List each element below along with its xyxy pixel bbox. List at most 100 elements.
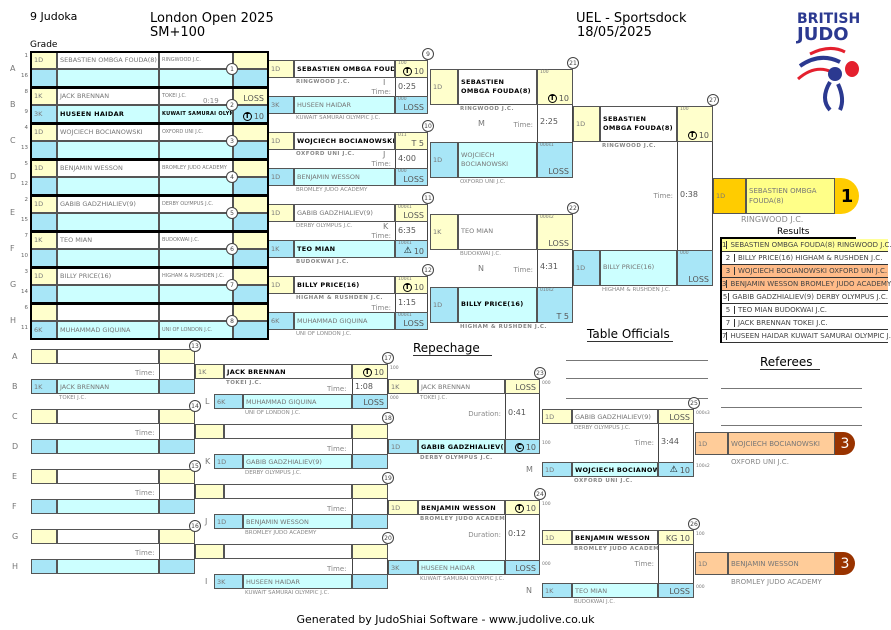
competitor-name[interactable]: HUSEEN HAIDAR <box>294 96 395 114</box>
competitor-name[interactable] <box>57 285 159 303</box>
competitor-name[interactable]: GABIB GADZHIALIEV(9) <box>243 454 352 469</box>
competitor-name[interactable] <box>57 529 159 544</box>
club-name: BUDOKWAI J.C. <box>460 251 502 257</box>
competitor-name[interactable]: MUHAMMAD GIQUINA <box>57 321 159 339</box>
competitor-name[interactable] <box>57 559 159 574</box>
club-cell: HIGHAM & RUSHDEN J.C. <box>159 267 233 285</box>
competitor-name[interactable] <box>57 469 159 484</box>
competitor-name[interactable]: TEO MIAN <box>57 231 159 249</box>
competitor-name[interactable]: BENJAMIN WESSON <box>294 168 395 186</box>
score-cell <box>233 249 268 267</box>
score-cell <box>352 514 388 529</box>
match-number: 13 <box>189 340 201 352</box>
score-code: 100s1 <box>398 241 412 246</box>
tournament-title: London Open 2025 <box>150 11 274 26</box>
competitor-name[interactable]: JACK BRENNAN <box>57 379 159 394</box>
competitor-name[interactable] <box>57 349 159 364</box>
competitor-name[interactable]: HUSEEN HAIDAR <box>57 105 159 123</box>
competitor-name[interactable]: JACK BRENNAN <box>418 379 505 394</box>
competitor-name[interactable]: BENJAMIN WESSON <box>572 530 658 545</box>
grade-cell <box>31 249 57 267</box>
competitor-name[interactable] <box>57 409 159 424</box>
score-cell: LOSS <box>395 204 428 222</box>
competitor-name[interactable]: BILLY PRICE(16) <box>294 276 395 294</box>
competitor-name[interactable]: TEO MIAN <box>294 240 395 258</box>
grade-cell: 1K <box>31 87 57 105</box>
score-value: 10 <box>413 283 424 292</box>
result-place: 2 <box>722 254 735 262</box>
table-official-line[interactable] <box>566 378 708 379</box>
competitor-name[interactable]: HUSEEN HAIDAR <box>243 574 352 589</box>
competitor-name[interactable]: BENJAMIN WESSON <box>418 500 505 515</box>
time-box <box>395 150 428 168</box>
competitor-name[interactable]: GABIB GADZHIALIEV(9) <box>57 195 159 213</box>
referee-line[interactable] <box>721 407 862 408</box>
competitor-name[interactable] <box>57 249 159 267</box>
competitor-name[interactable]: SEBASTIEN OMBGA FOUDA(8) <box>294 60 395 78</box>
competitor-name[interactable]: BENJAMIN WESSON <box>243 514 352 529</box>
match-number: 3 <box>226 135 238 147</box>
club-name: RINGWOOD J.C. <box>602 143 657 149</box>
competitor-name[interactable] <box>57 439 159 454</box>
score-code: 011 <box>398 133 407 138</box>
club-name: UNI OF LONDON J.C. <box>245 410 301 416</box>
match-number: 18 <box>382 412 394 424</box>
score-cell <box>233 69 268 87</box>
competitor-name[interactable]: TEO MIAN <box>458 214 537 250</box>
score-cell: KG 10 <box>658 530 694 545</box>
competitor-name[interactable]: SEBASTIEN OMBGA FOUDA(8) <box>458 69 537 105</box>
competitor-name[interactable]: WOJCIECH BOCIANOWSKI <box>294 132 395 150</box>
competitor-name[interactable]: JACK BRENNAN <box>57 87 159 105</box>
grade-cell: 1K <box>542 583 572 598</box>
match-number: 12 <box>422 264 434 276</box>
competitor-name[interactable] <box>224 484 352 499</box>
winner-place-badge: 1 <box>835 178 859 214</box>
competitor-name[interactable] <box>57 213 159 231</box>
score-cell: T 5 <box>395 132 428 150</box>
grade-cell: 1D <box>31 51 57 69</box>
competitor-name[interactable]: WOJCIECH BOCIANOWSKI <box>458 142 537 178</box>
competitor-name[interactable]: BILLY PRICE(16) <box>458 287 537 323</box>
competitor-name[interactable]: BILLY PRICE(16) <box>57 267 159 285</box>
result-competitor: BENJAMIN WESSON BROMLEY JUDO ACADEMY <box>730 280 891 288</box>
competitor-name[interactable]: WOJCIECH BOCIANOWSKI <box>57 123 159 141</box>
competitor-name[interactable]: GABIB GADZHIALIEV(9) <box>572 409 658 424</box>
winner-name[interactable]: SEBASTIEN OMBGA FOUDA(8) <box>746 178 835 214</box>
competitor-name[interactable]: TEO MIAN <box>572 583 658 598</box>
seed-number: 12 <box>21 181 28 187</box>
competitor-name[interactable]: SEBASTIEN OMBGA FOUDA(8) <box>600 106 677 142</box>
table-official-line[interactable] <box>566 398 708 399</box>
bronze-name[interactable]: BENJAMIN WESSON <box>728 552 835 575</box>
referee-line[interactable] <box>721 425 862 426</box>
score-cell: T 10 <box>395 60 428 78</box>
club-cell <box>159 69 233 87</box>
table-officials-title: Table Officials <box>587 327 673 342</box>
grade-cell: 6K <box>214 394 243 409</box>
competitor-name[interactable]: BENJAMIN WESSON <box>57 159 159 177</box>
competitor-name[interactable]: SEBASTIEN OMBGA FOUDA(8) <box>57 51 159 69</box>
referee-line[interactable] <box>721 388 862 389</box>
competitor-name[interactable]: GABIB GADZHIALIEV(9) <box>294 204 395 222</box>
competitor-name[interactable] <box>57 141 159 159</box>
competitor-name[interactable]: WOJCIECH BOCIANOWSKI <box>572 462 658 477</box>
score-cell: LOSS <box>677 250 713 286</box>
competitor-name[interactable] <box>224 424 352 439</box>
competitor-name[interactable] <box>57 69 159 87</box>
competitor-name[interactable]: GABIB GADZHIALIEV(9) <box>418 439 505 454</box>
competitor-name[interactable] <box>57 303 159 321</box>
competitor-name[interactable] <box>57 499 159 514</box>
results-row: 5 GABIB GADZHIALIEV(9) DERBY OLYMPUS J.C. <box>722 291 888 304</box>
competitor-name[interactable] <box>224 544 352 559</box>
table-official-line[interactable] <box>566 360 708 361</box>
match-number: 4 <box>226 171 238 183</box>
competitor-name[interactable] <box>57 177 159 195</box>
grade-cell: 1D <box>388 439 418 454</box>
competitor-name[interactable]: BILLY PRICE(16) <box>600 250 677 286</box>
bronze-name[interactable]: WOJCIECH BOCIANOWSKI <box>728 432 835 455</box>
competitor-name[interactable]: MUHAMMAD GIQUINA <box>243 394 352 409</box>
club-cell: OXFORD UNI J.C. <box>159 123 233 141</box>
competitor-name[interactable]: MUHAMMAD GIQUINA <box>294 312 395 330</box>
competitor-name[interactable]: JACK BRENNAN <box>224 364 352 379</box>
venue: UEL - Sportsdock <box>576 11 687 26</box>
competitor-name[interactable]: HUSEEN HAIDAR <box>418 560 505 575</box>
